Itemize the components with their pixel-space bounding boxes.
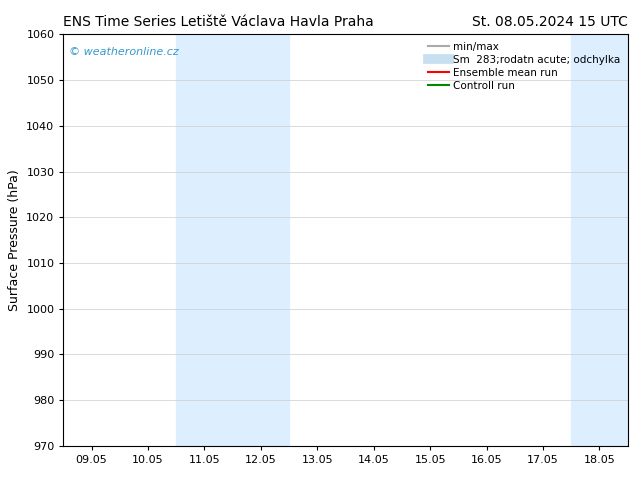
Text: St. 08.05.2024 15 UTC: St. 08.05.2024 15 UTC: [472, 15, 628, 29]
Legend: min/max, Sm  283;rodatn acute; odchylka, Ensemble mean run, Controll run: min/max, Sm 283;rodatn acute; odchylka, …: [426, 40, 623, 93]
Text: © weatheronline.cz: © weatheronline.cz: [69, 47, 179, 57]
Bar: [176, 34, 289, 446]
Bar: [571, 34, 628, 446]
Y-axis label: Surface Pressure (hPa): Surface Pressure (hPa): [8, 169, 21, 311]
Text: ENS Time Series Letiště Václava Havla Praha: ENS Time Series Letiště Václava Havla Pr…: [63, 15, 374, 29]
